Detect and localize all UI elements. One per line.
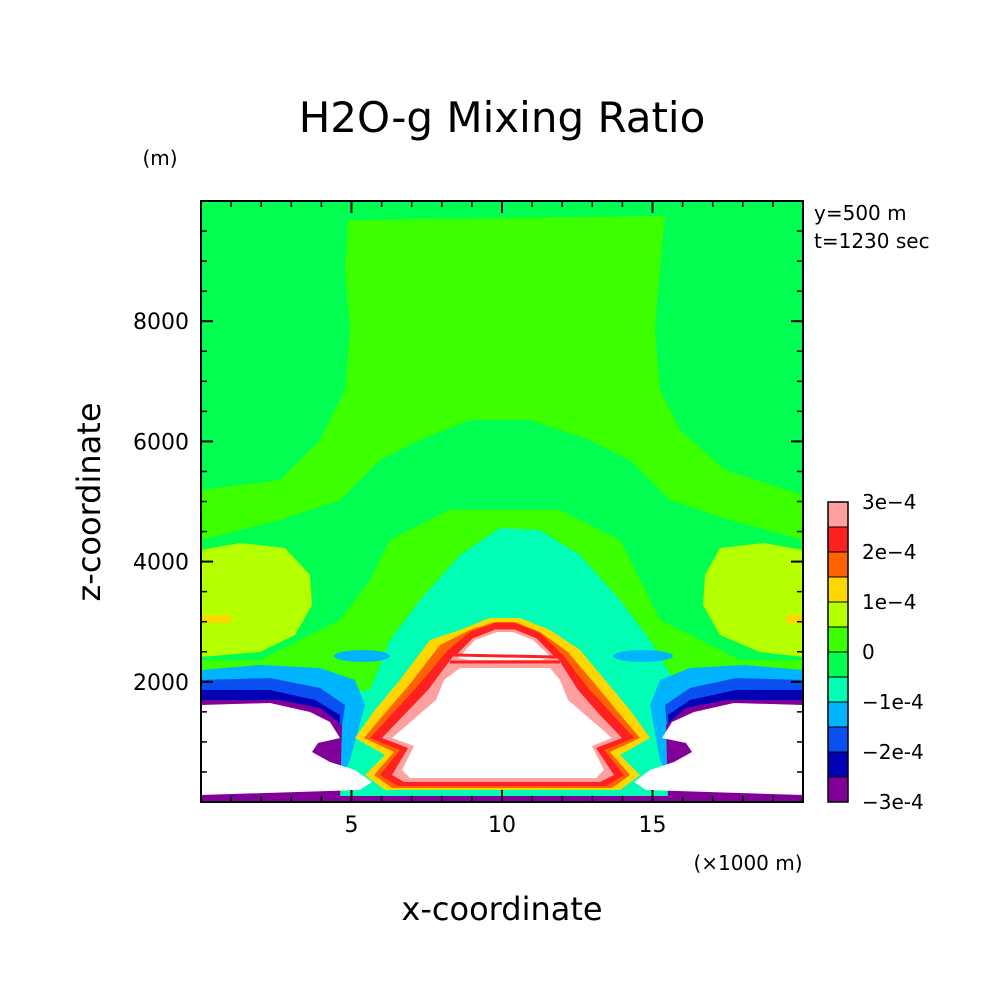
y-unit-label: (m) [142, 146, 177, 170]
y-tick-label: 6000 [133, 430, 189, 455]
y-tick-label: 4000 [133, 551, 189, 576]
contour-right-yellow [786, 615, 803, 623]
contour-light-blue-blob-left [334, 650, 390, 662]
chart-title: H2O-g Mixing Ratio [299, 93, 706, 142]
annotation-y: y=500 m [814, 201, 907, 225]
axis-ticks [200, 201, 804, 802]
colorbar-swatch [827, 701, 849, 728]
colorbar [827, 501, 849, 803]
x-tick-label: 5 [345, 813, 359, 838]
annotation-t: t=1230 sec [814, 229, 930, 253]
colorbar-label: −1e-4 [862, 690, 924, 714]
colorbar-swatch [827, 751, 849, 778]
undefined-region-right [634, 703, 803, 795]
colorbar-frame [827, 501, 849, 803]
colorbar-swatch [827, 651, 849, 678]
y-tick-label: 8000 [133, 310, 189, 335]
colorbar-label: 2e−4 [862, 540, 917, 564]
x-tick-label: 15 [639, 813, 667, 838]
plume-core-lower [392, 668, 612, 778]
contour-left-hump [201, 543, 312, 657]
colorbar-swatch [827, 526, 849, 553]
contour-light-blue-blob-right [613, 650, 673, 662]
colorbar-swatch [827, 776, 849, 803]
colorbar-swatch [827, 726, 849, 753]
contour-field [201, 201, 803, 802]
colorbar-swatch [827, 676, 849, 703]
colorbar-swatch [827, 626, 849, 653]
colorbar-swatch [827, 501, 849, 528]
colorbar-label: 1e−4 [862, 590, 917, 614]
colorbar-label: −3e-4 [862, 790, 924, 814]
undefined-region-left [201, 703, 372, 795]
contour-left-yellow [201, 615, 231, 623]
y-axis-label: z-coordinate [70, 402, 108, 601]
x-tick-label: 10 [488, 813, 516, 838]
contour-mid-band [201, 420, 803, 640]
colorbar-swatch [827, 601, 849, 628]
x-tick-labels: 5 10 15 [345, 813, 667, 838]
y-tick-labels: 2000 4000 6000 8000 [133, 310, 189, 696]
colorbar-label: −2e-4 [862, 740, 924, 764]
colorbar-labels: −3e-4 −2e-4 −1e-4 0 1e−4 2e−4 3e−4 [862, 490, 924, 814]
colorbar-label: 0 [862, 640, 875, 664]
colorbar-swatch [827, 576, 849, 603]
x-unit-label: (×1000 m) [693, 851, 802, 875]
y-tick-label: 2000 [133, 671, 189, 696]
x-axis-label: x-coordinate [401, 890, 602, 928]
plume-core-upper [458, 632, 552, 660]
plume-red-line [450, 626, 561, 664]
colorbar-label: 3e−4 [862, 490, 917, 514]
contour-right-hump [703, 543, 803, 657]
colorbar-swatch [827, 551, 849, 578]
